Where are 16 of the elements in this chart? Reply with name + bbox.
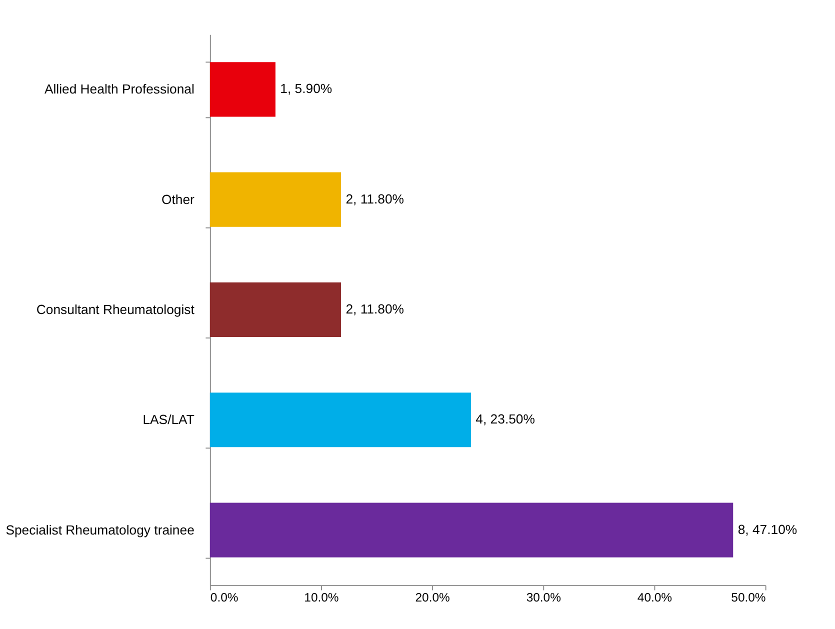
data-label: 8, 47.10% <box>738 522 798 537</box>
data-label: 2, 11.80% <box>346 302 404 316</box>
y-tick-label: Allied Health Professional <box>44 82 194 97</box>
y-tick-label: Specialist Rheumatology trainee <box>6 522 194 538</box>
y-tick-label: LAS/LAT <box>142 412 194 428</box>
x-tick-label: 30.0% <box>526 590 562 605</box>
data-label: 2, 11.80% <box>346 191 404 206</box>
x-tick-label: 0.0% <box>210 590 238 605</box>
y-tick-label: Consultant Rheumatologist <box>36 302 195 317</box>
x-tick-label: 20.0% <box>415 590 450 605</box>
y-tick-label: Other <box>161 192 196 207</box>
data-label: 1, 5.90% <box>280 81 332 96</box>
x-tick-label: 50.0% <box>731 590 766 605</box>
x-tick-label: 10.0% <box>304 590 339 605</box>
x-tick-label: 40.0% <box>637 590 672 605</box>
data-label: 4, 23.50% <box>476 412 536 427</box>
